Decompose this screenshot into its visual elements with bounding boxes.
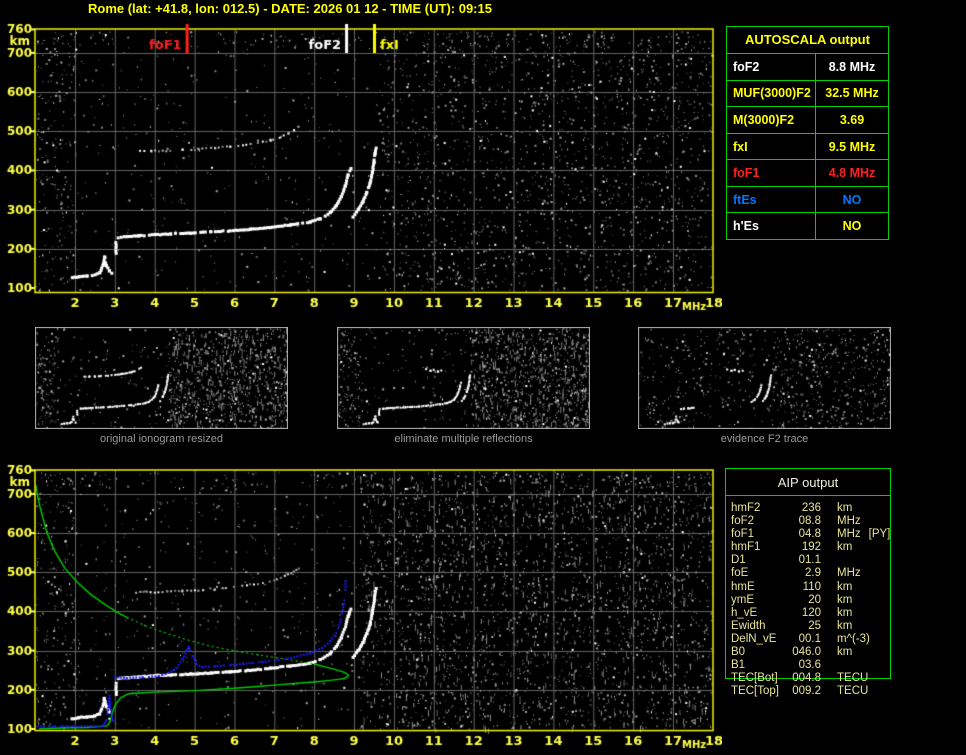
table-row-ftes: ftEs NO bbox=[727, 186, 888, 214]
aip-row: foE 2.9 MHz bbox=[731, 567, 906, 580]
aip-output-table: hmF2 236 km foF2 08.8 MHz foF1 04.8 MHz [PY] hm… bbox=[731, 502, 906, 698]
parameter-label: M(3000)F2 bbox=[727, 107, 816, 133]
parameter-unit: km bbox=[837, 541, 853, 554]
autoscala-table-title: AUTOSCALA output bbox=[727, 27, 888, 54]
table-row-fof2: foF2 8.8 MHz bbox=[727, 54, 888, 81]
parameter-name: hmF2 bbox=[731, 502, 761, 514]
parameter-value: 004.8 bbox=[792, 672, 821, 685]
parameter-note: [PY] bbox=[868, 528, 891, 541]
aip-row: Ewidth 25 km bbox=[731, 620, 906, 633]
parameter-value: 110 bbox=[802, 580, 821, 593]
aip-row: hmF1 192 km bbox=[731, 541, 906, 554]
parameter-unit: TECU bbox=[837, 685, 869, 698]
page-title: Rome (lat: +41.8, lon: 012.5) - DATE: 20… bbox=[88, 1, 492, 16]
thumbnail-caption-original: original ionogram resized bbox=[100, 433, 223, 445]
parameter-label: foF2 bbox=[727, 54, 816, 80]
parameter-value: 192 bbox=[801, 541, 821, 554]
parameter-unit: km bbox=[837, 606, 853, 619]
parameter-name: hmE bbox=[731, 580, 755, 593]
table-row-m3000f2: M(3000)F2 3.69 bbox=[727, 107, 888, 134]
aip-row: D1 01.1 bbox=[731, 554, 906, 567]
parameter-name: B0 bbox=[731, 646, 746, 659]
parameter-value: 4.8 MHz bbox=[828, 166, 876, 181]
aip-row: ymE 20 km bbox=[731, 594, 906, 607]
parameter-label: h'Es bbox=[727, 213, 816, 240]
parameter-label: MUF(3000)F2 bbox=[727, 80, 816, 107]
parameter-unit: km bbox=[837, 593, 853, 606]
parameter-unit: m^(-3) bbox=[837, 632, 870, 645]
bottom-ionogram-plot bbox=[0, 452, 722, 752]
aip-row: hmE 110 km bbox=[731, 581, 906, 594]
parameter-unit: km bbox=[837, 619, 853, 632]
parameter-name: TEC[Top] bbox=[731, 685, 779, 698]
aip-row: TEC[Top] 009.2 TECU bbox=[731, 685, 906, 698]
parameter-name: foF1 bbox=[731, 528, 755, 541]
parameter-name: Ewidth bbox=[731, 619, 766, 632]
aip-row: hmF2 236 km bbox=[731, 502, 906, 515]
parameter-name: B1 bbox=[731, 659, 746, 672]
parameter-value: NO bbox=[842, 219, 862, 234]
top-ionogram-plot bbox=[0, 14, 722, 314]
parameter-value: NO bbox=[842, 192, 862, 207]
thumbnail-caption-filtered: eliminate multiple reflections bbox=[394, 433, 533, 445]
parameter-value: 08.8 bbox=[798, 515, 821, 528]
parameter-name: h_vE bbox=[731, 606, 758, 619]
aip-row: B1 03.6 bbox=[731, 659, 906, 672]
aip-output-box: AIP output bbox=[725, 468, 891, 679]
table-row-fxi: fxI 9.5 MHz bbox=[727, 133, 888, 161]
parameter-value: 00.1 bbox=[798, 632, 821, 645]
parameter-name: TEC[Bot] bbox=[731, 672, 778, 685]
parameter-value: 04.8 bbox=[798, 528, 821, 541]
aip-row: B0 046.0 km bbox=[731, 646, 906, 659]
parameter-unit: km bbox=[837, 646, 853, 659]
parameter-name: DelN_vE bbox=[731, 632, 777, 645]
aip-row: foF1 04.8 MHz [PY] bbox=[731, 528, 906, 541]
parameter-value: 03.6 bbox=[798, 659, 821, 672]
parameter-value: 20 bbox=[808, 593, 821, 606]
parameter-value: 046.0 bbox=[792, 646, 821, 659]
parameter-unit: km bbox=[837, 502, 853, 514]
parameter-value: 120 bbox=[801, 606, 821, 619]
parameter-unit: MHz bbox=[837, 567, 861, 580]
parameter-value: 236 bbox=[801, 502, 821, 514]
parameter-unit: TECU bbox=[837, 672, 869, 685]
parameter-name: D1 bbox=[731, 554, 746, 567]
parameter-value: 01.1 bbox=[798, 554, 821, 567]
parameter-value: 9.5 MHz bbox=[828, 139, 876, 154]
parameter-name: hmF1 bbox=[731, 541, 761, 554]
parameter-value: 009.2 bbox=[792, 685, 821, 698]
table-row-hes: h'Es NO bbox=[727, 213, 888, 240]
aip-row: h_vE 120 km bbox=[731, 607, 906, 620]
aip-row: TEC[Bot] 004.8 TECU bbox=[731, 672, 906, 685]
aip-table-title: AIP output bbox=[726, 469, 890, 496]
parameter-name: foE bbox=[731, 567, 749, 580]
thumbnail-original-ionogram bbox=[35, 327, 288, 429]
parameter-value: 8.8 MHz bbox=[828, 59, 876, 74]
parameter-unit: MHz bbox=[837, 528, 861, 541]
aip-row: DelN_vE 00.1 m^(-3) bbox=[731, 633, 906, 646]
parameter-name: foF2 bbox=[731, 515, 755, 528]
aip-row: foF2 08.8 MHz bbox=[731, 515, 906, 528]
parameter-value: 2.9 bbox=[805, 567, 821, 580]
thumbnail-evidence-f2-trace bbox=[638, 327, 891, 429]
thumbnail-caption-f2: evidence F2 trace bbox=[720, 433, 809, 445]
table-row-fof1: foF1 4.8 MHz bbox=[727, 160, 888, 187]
parameter-value: 25 bbox=[808, 619, 821, 632]
parameter-value: 3.69 bbox=[839, 112, 865, 127]
parameter-name: ymE bbox=[731, 593, 754, 606]
parameter-label: ftEs bbox=[727, 186, 816, 213]
parameter-unit: km bbox=[837, 580, 853, 593]
autoscala-output-table: AUTOSCALA output foF2 8.8 MHz MUF(3000)F… bbox=[726, 26, 889, 240]
parameter-value: 32.5 MHz bbox=[825, 86, 879, 101]
thumbnail-eliminate-multiple-reflections bbox=[337, 327, 590, 429]
table-row-muf3000f2: MUF(3000)F2 32.5 MHz bbox=[727, 80, 888, 108]
parameter-unit: MHz bbox=[837, 515, 861, 528]
parameter-label: foF1 bbox=[727, 160, 816, 186]
parameter-label: fxI bbox=[727, 133, 816, 160]
